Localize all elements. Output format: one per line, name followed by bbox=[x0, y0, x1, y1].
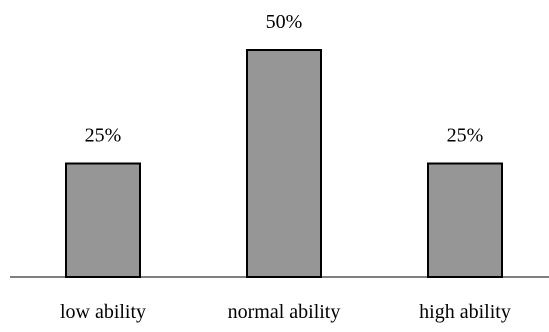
category-label-low-ability: low ability bbox=[60, 301, 146, 323]
data-label-low-ability: 25% bbox=[85, 125, 122, 147]
category-label-high-ability: high ability bbox=[419, 301, 511, 323]
data-label-normal-ability: 50% bbox=[266, 11, 303, 33]
category-label-normal-ability: normal ability bbox=[228, 301, 341, 323]
value-labels-group: 25% 50% 25% bbox=[85, 11, 484, 147]
bars-group bbox=[65, 49, 503, 278]
bar-normal-ability bbox=[246, 49, 322, 278]
category-labels-group: low ability normal ability high ability bbox=[60, 301, 511, 323]
bar-high-ability bbox=[427, 162, 503, 278]
bar-low-ability bbox=[65, 162, 141, 278]
data-label-high-ability: 25% bbox=[447, 125, 484, 147]
